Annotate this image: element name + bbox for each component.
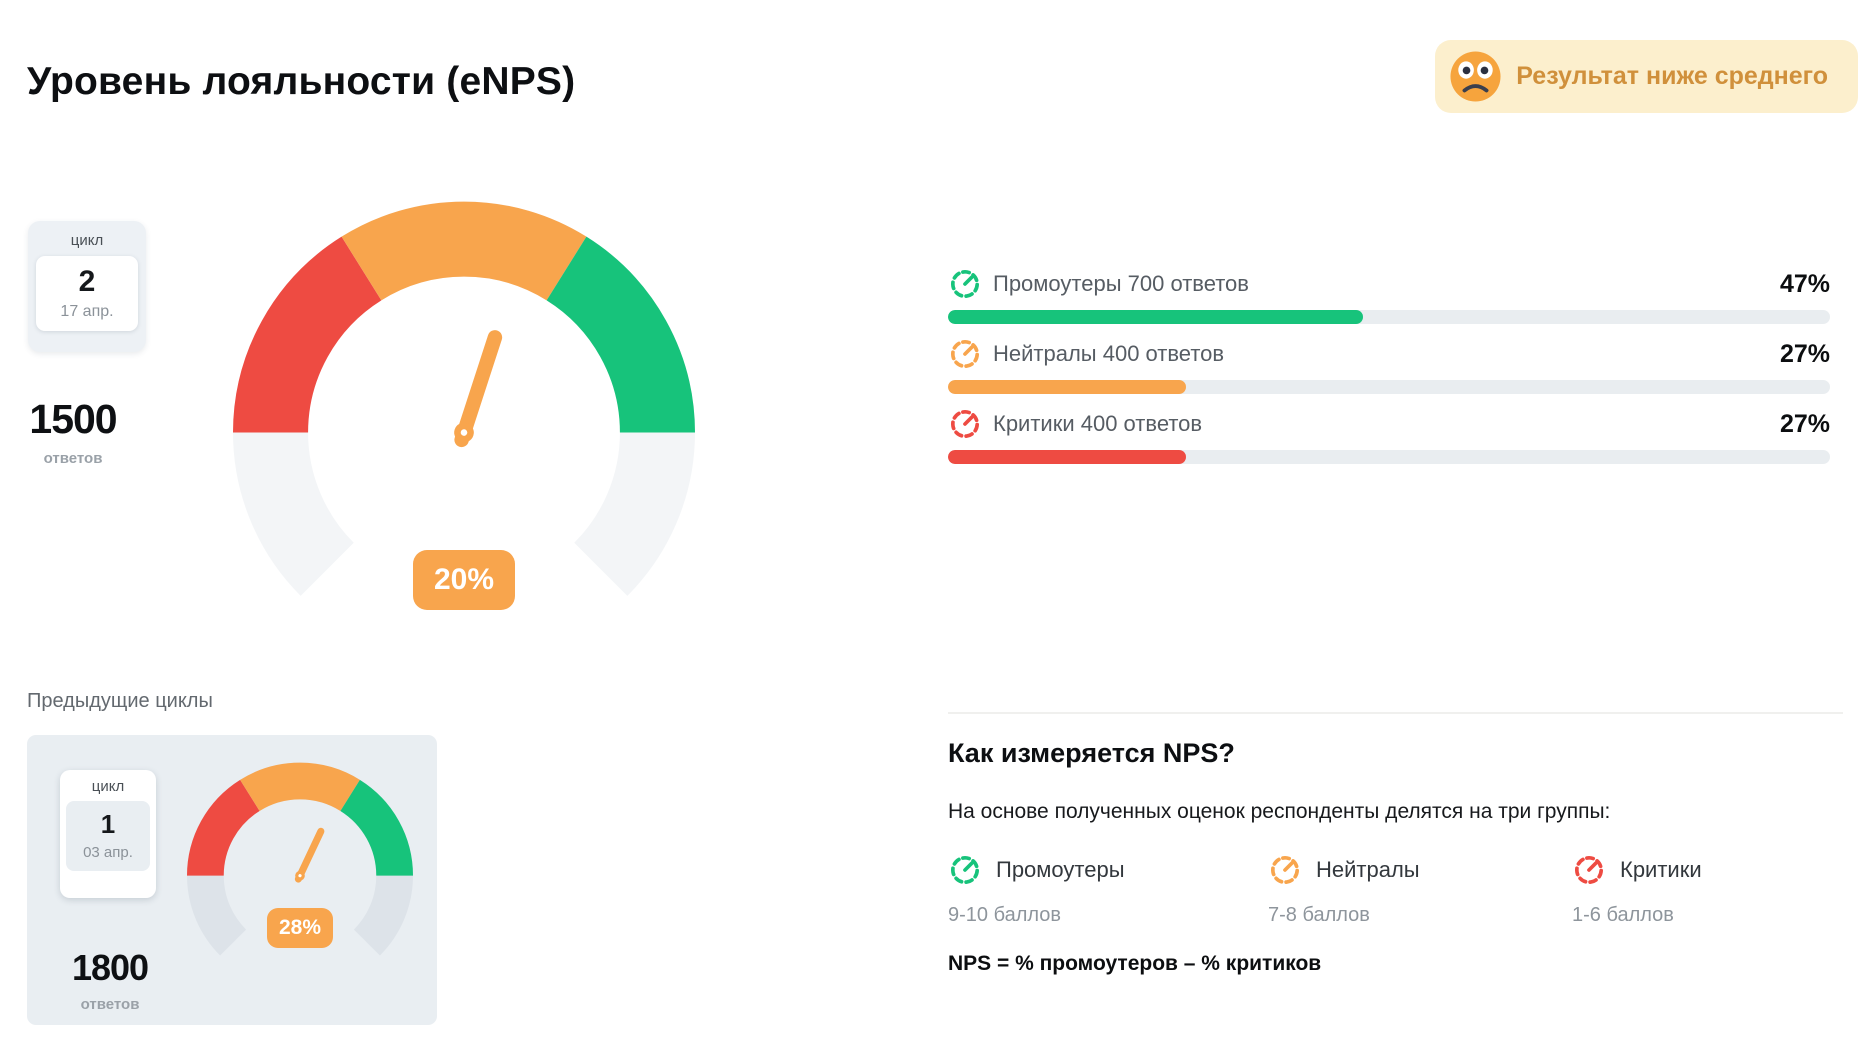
previous-cycle-badge: цикл 1 03 апр. — [60, 770, 156, 898]
bar-track — [948, 310, 1830, 324]
speedometer-icon — [948, 267, 982, 301]
enps-gauge: 20% — [233, 190, 695, 610]
responses-total: 1500 ответов — [8, 396, 138, 467]
responses-label: ответов — [80, 996, 140, 1013]
group-range: 7-8 баллов — [1268, 904, 1370, 926]
sad-face-emoji-icon — [1449, 50, 1502, 103]
bar-label: Критики 400 ответов — [993, 411, 1203, 436]
bar-fill — [948, 380, 1187, 394]
bar-track — [948, 450, 1830, 464]
distribution-bars: Промоутеры 700 ответов 47% Нейтралы 400 … — [948, 266, 1830, 476]
explanation-intro: На основе полученных оценок респонденты … — [948, 800, 1611, 823]
bar-percent: 27% — [1779, 339, 1830, 368]
group-name: Промоутеры — [996, 857, 1125, 882]
responses-total: 1800 ответов — [35, 947, 185, 1013]
responses-value: 1500 — [29, 396, 117, 442]
speedometer-icon — [1572, 853, 1606, 887]
bar-row-promoters: Промоутеры 700 ответов 47% — [948, 266, 1830, 324]
bar-fill — [948, 450, 1187, 464]
bar-row-critics: Критики 400 ответов 27% — [948, 406, 1830, 464]
cycle-caption: цикл — [70, 232, 104, 249]
section-divider — [948, 712, 1843, 714]
gauge-needle — [294, 827, 325, 883]
status-badge: Результат ниже среднего — [1435, 40, 1858, 113]
gauge-needle — [454, 330, 503, 448]
previous-cycles-title: Предыдущие циклы — [27, 690, 213, 712]
speedometer-icon — [948, 853, 982, 887]
speedometer-icon — [1268, 853, 1302, 887]
bar-track — [948, 380, 1830, 394]
cycle-number: 2 — [78, 265, 96, 298]
cycle-date: 03 апр. — [83, 844, 133, 861]
speedometer-icon — [948, 407, 982, 441]
current-cycle-card: цикл 2 17 апр. — [28, 221, 146, 352]
group-range: 1-6 баллов — [1572, 904, 1674, 926]
group-promoters: Промоутеры 9-10 баллов — [948, 852, 1248, 927]
bar-row-neutrals: Нейтралы 400 ответов 27% — [948, 336, 1830, 394]
page-title: Уровень лояльности (eNPS) — [27, 60, 576, 103]
cycle-number: 1 — [100, 809, 116, 839]
group-neutrals: Нейтралы 7-8 баллов — [1268, 852, 1568, 927]
bar-label: Нейтралы 400 ответов — [993, 341, 1225, 366]
group-range: 9-10 баллов — [948, 904, 1062, 926]
group-name: Нейтралы — [1316, 857, 1420, 882]
bar-label: Промоутеры 700 ответов — [993, 271, 1249, 296]
group-name: Критики — [1620, 857, 1702, 882]
responses-label: ответов — [43, 450, 103, 467]
bar-percent: 27% — [1779, 409, 1830, 438]
explanation-title: Как измеряется NPS? — [948, 738, 1235, 768]
bar-percent: 47% — [1779, 269, 1830, 298]
gauge-value-badge: 28% — [267, 908, 333, 948]
nps-formula: NPS = % промоутеров – % критиков — [948, 952, 1322, 975]
previous-enps-gauge — [187, 757, 413, 960]
previous-cycle-card: цикл 1 03 апр. 28% 1800 ответов — [27, 735, 437, 1025]
speedometer-icon — [948, 337, 982, 371]
cycle-date: 17 апр. — [60, 303, 114, 320]
cycle-caption: цикл — [91, 778, 125, 795]
responses-value: 1800 — [71, 947, 149, 988]
bar-fill — [948, 310, 1363, 324]
group-critics: Критики 1-6 баллов — [1572, 852, 1866, 927]
status-badge-text: Результат ниже среднего — [1516, 62, 1828, 90]
gauge-value-badge: 20% — [413, 550, 515, 610]
